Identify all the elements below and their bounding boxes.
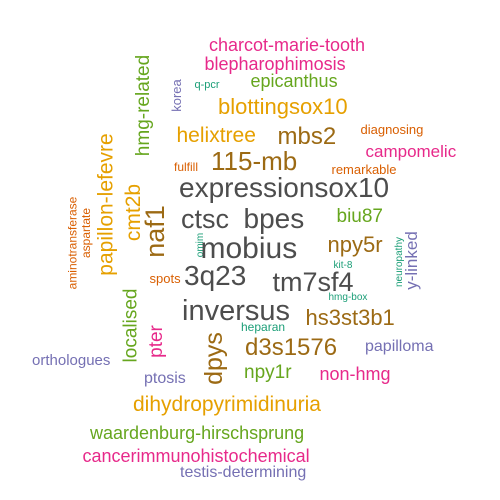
cloud-word: papillon-lefevre	[94, 132, 118, 276]
cloud-word: helixtree	[176, 123, 256, 147]
cloud-word: q-pcr	[194, 78, 220, 91]
cloud-word: fulfill	[174, 160, 199, 174]
cloud-word: tm7sf4	[272, 266, 354, 297]
cloud-word: charcot-marie-tooth	[209, 35, 366, 55]
cloud-word: ctsc	[181, 203, 230, 234]
cloud-word: ptosis	[144, 370, 186, 387]
cloud-word: blottingsox10	[218, 94, 348, 119]
cloud-word: 3q23	[184, 260, 247, 291]
cloud-word: npy1r	[244, 361, 292, 383]
cloud-word: aspartate	[79, 207, 94, 259]
cloud-word: korea	[168, 78, 184, 112]
cloud-word: dpys	[199, 331, 228, 385]
cloud-word: hmg-related	[132, 54, 154, 156]
cloud-word: spots	[149, 270, 181, 286]
cloud-word: epicanthus	[250, 71, 338, 91]
cloud-word: heparan	[241, 320, 286, 334]
cloud-word: expressionsox10	[179, 172, 390, 203]
cloud-word: biu87	[336, 205, 384, 227]
cloud-word: y-linked	[401, 230, 421, 290]
cloud-word: hmg-box	[328, 292, 368, 303]
cloud-word: blepharophimosis	[204, 54, 346, 74]
cloud-word: d3s1576	[245, 334, 338, 361]
cloud-word: non-hmg	[319, 364, 391, 384]
cloud-word: bpes	[243, 203, 305, 234]
cloud-word: kit-8	[333, 260, 353, 271]
cloud-word: orthologues	[32, 351, 111, 369]
cloud-word: 115-mb	[211, 146, 298, 176]
cloud-word: npy5r	[327, 232, 383, 257]
cloud-word: diagnosing	[360, 121, 424, 137]
cloud-word: localised	[120, 288, 142, 362]
cloud-word: waardenburg-hirschsprung	[90, 423, 305, 443]
cloud-word: mobius	[200, 232, 298, 265]
cloud-word: cancerimmunohistochemical	[82, 446, 310, 466]
cloud-word: aminotransferase	[64, 196, 79, 290]
cloud-word: inversus	[182, 294, 290, 327]
cloud-word: pter	[145, 324, 167, 358]
cloud-word: naf1	[139, 204, 170, 258]
cloud-word: mbs2	[277, 123, 337, 150]
cloud-word: dihydropyrimidinuria	[133, 392, 321, 416]
cloud-word: papilloma	[365, 338, 434, 355]
cloud-word: testis-determining	[180, 464, 307, 481]
cloud-word: hs3st3b1	[305, 305, 395, 330]
cloud-word: remarkable	[331, 161, 397, 177]
cloud-word: campomelic	[365, 141, 457, 161]
